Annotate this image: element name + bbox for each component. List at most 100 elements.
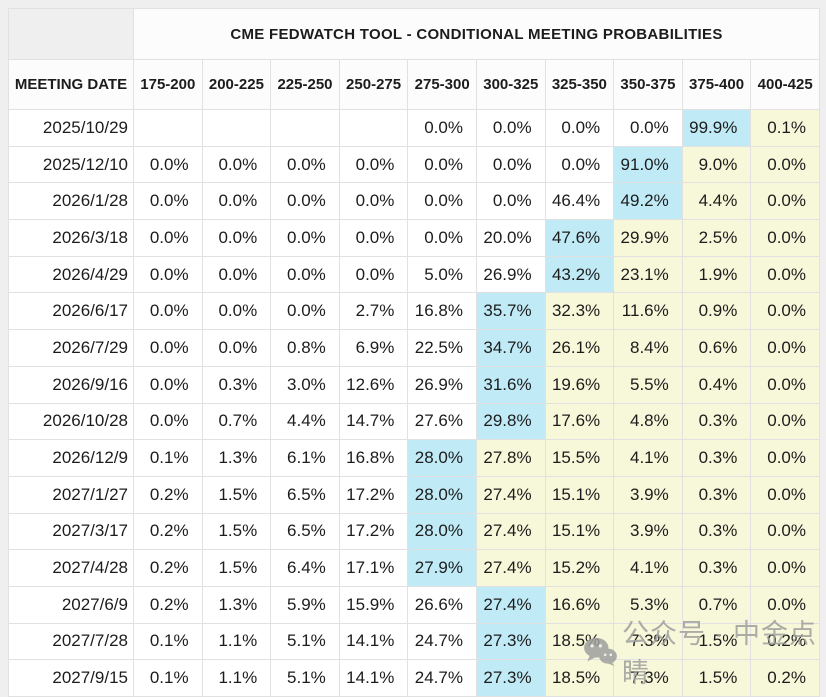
probability-cell: 1.5% (681, 659, 752, 697)
probability-cell: 0.0% (750, 585, 820, 624)
probability-cell: 1.5% (201, 512, 272, 551)
probability-cell: 7.3% (613, 659, 683, 697)
probability-cell: 4.4% (681, 182, 752, 221)
probability-cell: 0.0% (338, 182, 409, 221)
probability-cell: 14.1% (338, 659, 409, 697)
probability-cell: 1.1% (201, 659, 272, 697)
probability-cell: 4.8% (613, 402, 683, 441)
probability-cell: 0.0% (133, 402, 203, 441)
probability-cell: 16.6% (544, 585, 615, 624)
probability-cell: 0.2% (133, 475, 203, 514)
probability-cell: 0.0% (201, 182, 272, 221)
probability-cell: 0.0% (338, 219, 409, 257)
probability-cell: 17.1% (338, 549, 409, 587)
probability-cell: 1.9% (681, 255, 752, 294)
probability-cell: 31.6% (475, 365, 546, 404)
probability-cell: 35.7% (475, 292, 546, 331)
probability-cell: 0.0% (750, 255, 820, 294)
meeting-date-cell: 2025/12/10 (8, 145, 134, 184)
meeting-date-cell: 2026/10/28 (8, 402, 134, 441)
probability-cell: 5.0% (407, 255, 477, 294)
probability-cell: 19.6% (544, 365, 615, 404)
probability-cell: 9.0% (681, 145, 752, 184)
probability-cell: 27.4% (475, 512, 546, 551)
probability-cell: 15.1% (544, 512, 615, 551)
probability-cell: 26.9% (475, 255, 546, 294)
probability-cell: 0.3% (681, 549, 752, 587)
probability-cell: 0.0% (475, 182, 546, 221)
probability-cell: 0.0% (201, 292, 272, 331)
column-header-325-350: 325-350 (544, 59, 615, 110)
probability-cell: 0.0% (133, 329, 203, 367)
probability-cell: 24.7% (407, 622, 477, 661)
probability-cell: 27.4% (475, 475, 546, 514)
probability-cell: 0.2% (133, 512, 203, 551)
probability-cell: 0.8% (270, 329, 340, 367)
probability-cell: 0.0% (338, 145, 409, 184)
probability-cell: 0.2% (133, 549, 203, 587)
probability-cell: 0.0% (133, 219, 203, 257)
column-header-275-300: 275-300 (407, 59, 477, 110)
probability-cell: 0.7% (201, 402, 272, 441)
probability-cell: 0.0% (613, 109, 683, 147)
probability-cell: 0.3% (681, 402, 752, 441)
probability-cell: 0.3% (681, 475, 752, 514)
probability-cell: 0.0% (475, 109, 546, 147)
probability-cell: 4.4% (270, 402, 340, 441)
probability-cell: 99.9% (681, 109, 752, 147)
meeting-date-cell: 2026/7/29 (8, 329, 134, 367)
column-header-250-275: 250-275 (338, 59, 409, 110)
meeting-date-cell: 2026/4/29 (8, 255, 134, 294)
probability-cell: 3.0% (270, 365, 340, 404)
probability-cell: 0.0% (270, 255, 340, 294)
probability-cell: 23.1% (613, 255, 683, 294)
probability-cell: 0.0% (338, 255, 409, 294)
probability-cell: 0.2% (133, 585, 203, 624)
meeting-date-cell: 2027/3/17 (8, 512, 134, 551)
probability-cell: 0.0% (750, 292, 820, 331)
probability-cell: 22.5% (407, 329, 477, 367)
probability-cell: 17.2% (338, 512, 409, 551)
probability-cell: 15.2% (544, 549, 615, 587)
probability-cell: 15.1% (544, 475, 615, 514)
meeting-date-cell: 2025/10/29 (8, 109, 134, 147)
probability-cell: 29.8% (475, 402, 546, 441)
probability-cell: 0.0% (750, 402, 820, 441)
meeting-date-cell: 2027/6/9 (8, 585, 134, 624)
probability-cell: 0.0% (201, 219, 272, 257)
probability-cell: 2.5% (681, 219, 752, 257)
table-row: 2026/12/9 0.1% 1.3% 6.1% 16.8% 28.0% 27.8% 15.5… (8, 439, 820, 477)
table-corner (8, 8, 134, 60)
probability-cell: 43.2% (544, 255, 615, 294)
probability-cell: 0.0% (750, 549, 820, 587)
probability-cell: 0.3% (681, 512, 752, 551)
probability-cell: 0.0% (544, 145, 615, 184)
probability-cell: 1.1% (201, 622, 272, 661)
probability-cell: 5.5% (613, 365, 683, 404)
probability-cell: 1.5% (201, 475, 272, 514)
probability-cell: 26.1% (544, 329, 615, 367)
probability-cell: 28.0% (407, 439, 477, 477)
probability-cell: 27.3% (475, 622, 546, 661)
column-header-200-225: 200-225 (201, 59, 272, 110)
column-header-400-425: 400-425 (750, 59, 820, 110)
probability-cell: 0.0% (270, 219, 340, 257)
probability-cell: 27.6% (407, 402, 477, 441)
probability-cell: 15.5% (544, 439, 615, 477)
probability-cell: 17.6% (544, 402, 615, 441)
column-header-225-250: 225-250 (270, 59, 340, 110)
probability-cell: 0.1% (133, 439, 203, 477)
probability-cell: 1.3% (201, 439, 272, 477)
column-header-row: MEETING DATE 175-200 200-225 225-250 250-27… (8, 59, 820, 110)
probability-cell: 0.0% (544, 109, 615, 147)
table-row: 2026/6/17 0.0% 0.0% 0.0% 2.7% 16.8% 35.7% 32.3%… (8, 292, 820, 331)
table-row: 2027/9/15 0.1% 1.1% 5.1% 14.1% 24.7% 27.3% 18.5… (8, 659, 820, 697)
probability-cell: 12.6% (338, 365, 409, 404)
table-row: 2027/3/17 0.2% 1.5% 6.5% 17.2% 28.0% 27.4% 15.1… (8, 512, 820, 551)
probability-cell: 14.1% (338, 622, 409, 661)
probability-cell: 0.0% (750, 365, 820, 404)
probability-cell: 6.9% (338, 329, 409, 367)
probability-cell: 34.7% (475, 329, 546, 367)
fedwatch-probabilities-table: CME FEDWATCH TOOL - CONDITIONAL MEETING … (8, 8, 820, 697)
meeting-date-cell: 2026/1/28 (8, 182, 134, 221)
